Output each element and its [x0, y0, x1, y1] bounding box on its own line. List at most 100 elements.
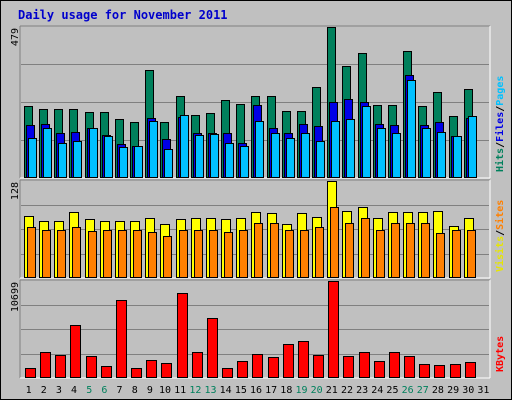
legend-text: / [495, 142, 506, 148]
kbytes-bar [25, 368, 36, 378]
day-label: 28 [432, 385, 444, 396]
kbytes-bar [161, 363, 172, 378]
day-label: 3 [56, 385, 62, 396]
sites-bar [391, 223, 400, 278]
sites-bar [194, 230, 203, 278]
legend-text: Pages [495, 76, 506, 106]
pages-bar [331, 121, 340, 178]
day-label: 15 [235, 385, 247, 396]
sites-bar [239, 230, 248, 278]
pages-bar [28, 138, 37, 178]
kbytes-bar [40, 352, 51, 378]
hits-legend: Hits/Files/Pages [494, 76, 506, 172]
sites-bar [27, 227, 36, 278]
pages-bar [134, 146, 143, 178]
pages-bar [89, 128, 98, 178]
kbytes-ymax-label: 10699 [10, 282, 21, 312]
kbytes-bar [359, 352, 370, 378]
day-label: 29 [447, 385, 459, 396]
kbytes-bar [192, 352, 203, 378]
pages-bar [377, 128, 386, 178]
kbytes-bar [268, 357, 279, 378]
day-label: 13 [204, 385, 216, 396]
day-label: 17 [265, 385, 277, 396]
sites-bar [406, 223, 415, 278]
pages-bar [195, 135, 204, 178]
legend-text: / [495, 230, 506, 236]
day-label: 31 [477, 385, 489, 396]
sites-bar [57, 230, 66, 278]
day-label: 21 [326, 385, 338, 396]
pages-bar [316, 141, 325, 178]
day-label: 26 [402, 385, 414, 396]
kbytes-bar [116, 300, 127, 378]
kbytes-bar [146, 360, 157, 378]
legend-text: / [495, 106, 506, 112]
day-label: 1 [26, 385, 32, 396]
legend-text: Files [494, 112, 506, 142]
sites-bar [345, 223, 354, 278]
legend-text: Sites [494, 200, 506, 230]
sites-bar [315, 227, 324, 278]
kbytes-bar [283, 344, 294, 378]
sites-bar [118, 230, 127, 278]
pages-bar [225, 143, 234, 178]
sites-bar [209, 230, 218, 278]
legend-text: KBytes [495, 336, 506, 372]
kbytes-bar [434, 365, 445, 378]
kbytes-bar [55, 355, 66, 378]
pages-bar [392, 133, 401, 178]
sites-bar [452, 230, 461, 278]
kbytes-bar [450, 364, 461, 378]
sites-bar [436, 233, 445, 278]
pages-bar [362, 106, 371, 178]
kbytes-bar [131, 368, 142, 378]
kbytes-bar [70, 325, 81, 378]
pages-bar [407, 80, 416, 178]
day-label: 6 [101, 385, 107, 396]
pages-bar [180, 115, 189, 178]
day-label: 2 [41, 385, 47, 396]
kbytes-legend: KBytes [495, 336, 506, 372]
pages-bar [119, 147, 128, 178]
pages-bar [104, 136, 113, 178]
pages-bar [58, 143, 67, 178]
day-label: 16 [250, 385, 262, 396]
sites-bar [376, 230, 385, 278]
visits-legend: Visits/Sites [494, 200, 506, 272]
pages-bar [301, 133, 310, 178]
day-label: 5 [86, 385, 92, 396]
day-label: 7 [117, 385, 123, 396]
sites-bar [133, 230, 142, 278]
legend-text: Visits [494, 236, 506, 272]
day-label: 20 [311, 385, 323, 396]
sites-bar [421, 223, 430, 278]
pages-bar [437, 132, 446, 178]
day-label: 25 [386, 385, 398, 396]
day-label: 18 [280, 385, 292, 396]
kbytes-bar [465, 362, 476, 378]
sites-bar [467, 230, 476, 278]
kbytes-bar [207, 318, 218, 378]
day-label: 9 [147, 385, 153, 396]
day-label: 22 [341, 385, 353, 396]
pages-bar [73, 141, 82, 178]
sites-bar [72, 227, 81, 278]
pages-bar [286, 138, 295, 178]
sites-bar [270, 223, 279, 278]
kbytes-bar [419, 364, 430, 378]
pages-bar [271, 133, 280, 178]
pages-bar [149, 121, 158, 178]
day-label: 24 [371, 385, 383, 396]
day-label: 8 [132, 385, 138, 396]
sites-bar [148, 232, 157, 278]
pages-bar [453, 136, 462, 178]
day-label: 19 [295, 385, 307, 396]
sites-bar [103, 230, 112, 278]
sites-bar [163, 236, 172, 278]
sites-bar [42, 230, 51, 278]
kbytes-bar [389, 352, 400, 378]
sites-bar [300, 230, 309, 278]
day-label: 30 [462, 385, 474, 396]
sites-bar [179, 230, 188, 278]
